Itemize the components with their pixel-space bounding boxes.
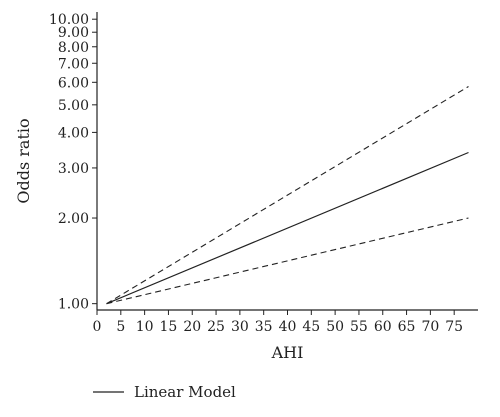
axes: 1.00 2.00 3.00 4.00 5.00 6.00 7.008.009.0010.0…: [49, 12, 478, 335]
x-tick-label: 60: [374, 319, 392, 335]
x-tick-label: 30: [231, 319, 249, 335]
y-tick-label: 9.00: [58, 25, 89, 41]
x-tick-label: 5: [116, 319, 125, 335]
y-tick-label: 1.00: [58, 297, 89, 313]
y-axis-title: Odds ratio: [14, 118, 33, 203]
x-tick-label: 25: [207, 319, 225, 335]
x-tick-label: 0: [93, 319, 102, 335]
y-tick-label: 7.00: [58, 56, 89, 72]
plot-lines: [106, 86, 469, 305]
x-tick-label: 65: [398, 319, 416, 335]
series-lower-confidence-bound: [106, 217, 469, 305]
x-tick-label: 50: [326, 319, 344, 335]
legend: Linear Model: [93, 383, 236, 401]
y-tick-label: 4.00: [58, 125, 89, 141]
x-tick-label: 55: [350, 319, 368, 335]
y-tick-label: 3.00: [58, 161, 89, 177]
y-tick-label: 8.00: [58, 40, 89, 56]
x-tick-label: 75: [445, 319, 463, 335]
x-tick-label: 15: [160, 319, 178, 335]
series-upper-confidence-bound: [106, 86, 469, 305]
x-tick-label: 20: [183, 319, 201, 335]
x-tick-label: 40: [279, 319, 297, 335]
y-tick-label: 6.00: [58, 75, 89, 91]
series-linear-model: [106, 151, 469, 305]
x-axis-title: AHI: [271, 343, 304, 362]
legend-label-linear-model: Linear Model: [134, 383, 236, 401]
y-tick-label: 10.00: [49, 12, 89, 28]
x-tick-label: 45: [302, 319, 320, 335]
y-tick-label: 5.00: [58, 98, 89, 114]
x-tick-label: 35: [255, 319, 273, 335]
y-tick-label: 2.00: [58, 211, 89, 227]
x-tick-label: 10: [136, 319, 154, 335]
x-tick-label: 70: [421, 319, 439, 335]
